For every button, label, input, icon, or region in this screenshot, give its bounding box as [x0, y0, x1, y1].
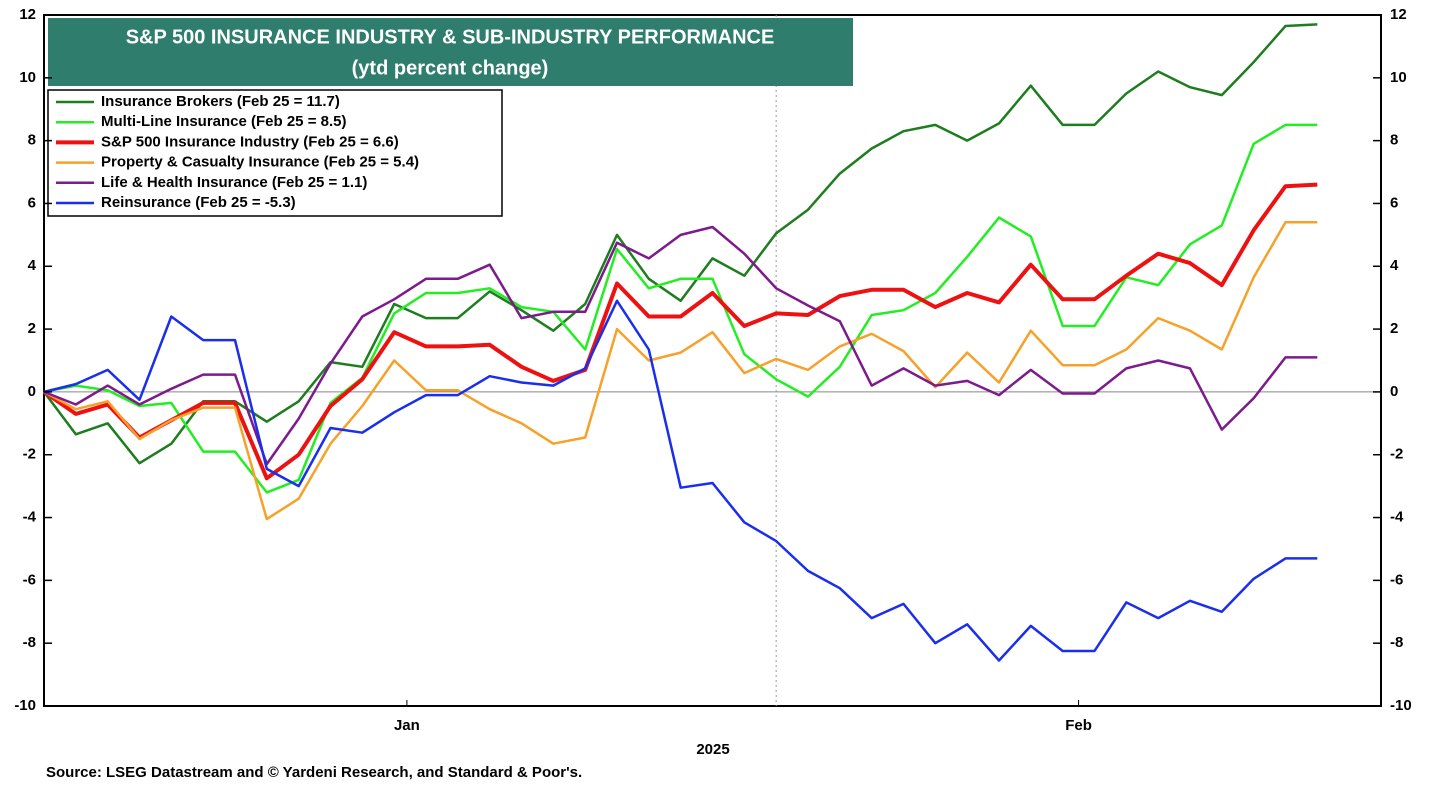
- y2-tick-label: -2: [1390, 446, 1403, 463]
- y-tick-label: -8: [23, 634, 36, 651]
- y2-tick-label: 8: [1390, 132, 1398, 149]
- y2-tick-label: 0: [1390, 383, 1398, 400]
- y2-tick-label: -4: [1390, 509, 1404, 526]
- y2-tick-label: 12: [1390, 6, 1407, 23]
- legend-label: S&P 500 Insurance Industry (Feb 25 = 6.6…: [101, 133, 399, 150]
- x-tick-label: Feb: [1065, 717, 1092, 734]
- y2-tick-label: 2: [1390, 320, 1398, 337]
- plot-area: [42, 15, 1381, 706]
- legend-box: [47, 89, 503, 217]
- x-axis-label: 2025: [696, 741, 729, 758]
- chart-title: S&P 500 INSURANCE INDUSTRY & SUB-INDUSTR…: [126, 26, 775, 48]
- title-box: [48, 18, 853, 86]
- y-tick-label: -10: [14, 697, 36, 714]
- y2-tick-label: 10: [1390, 69, 1407, 86]
- y2-tick-label: -8: [1390, 634, 1403, 651]
- series-line: [43, 23, 1318, 465]
- plot-frame: [43, 14, 1382, 707]
- y-tick-label: 10: [19, 69, 36, 86]
- legend-label: Insurance Brokers (Feb 25 = 11.7): [101, 93, 340, 110]
- series-line: [43, 221, 1318, 521]
- y-tick-label: 12: [19, 6, 36, 23]
- y-tick-label: 6: [28, 194, 36, 211]
- y-tick-label: 8: [28, 132, 36, 149]
- legend-label: Reinsurance (Feb 25 = -5.3): [101, 194, 296, 211]
- series-line: [42, 182, 1318, 481]
- chart-subtitle: (ytd percent change): [352, 57, 549, 79]
- y-tick-label: 0: [28, 383, 36, 400]
- legend-label: Life & Health Insurance (Feb 25 = 1.1): [101, 174, 367, 191]
- y-tick-label: 2: [28, 320, 36, 337]
- y-tick-label: 4: [28, 257, 37, 274]
- legend-label: Multi-Line Insurance (Feb 25 = 8.5): [101, 113, 346, 130]
- y2-tick-label: 6: [1390, 194, 1398, 211]
- x-tick-label: Jan: [394, 717, 420, 734]
- y-tick-label: -4: [23, 509, 37, 526]
- y2-tick-label: -6: [1390, 571, 1403, 588]
- source-note: Source: LSEG Datastream and © Yardeni Re…: [46, 764, 582, 781]
- legend: Insurance Brokers (Feb 25 = 11.7) Multi-L…: [56, 93, 419, 211]
- y2-tick-label: 4: [1390, 257, 1399, 274]
- legend-label: Property & Casualty Insurance (Feb 25 = …: [101, 154, 419, 171]
- y-tick-label: -2: [23, 446, 36, 463]
- y-tick-label: -6: [23, 571, 36, 588]
- y2-tick-label: -10: [1390, 697, 1412, 714]
- series-line: [43, 225, 1318, 466]
- series-line: [43, 299, 1318, 662]
